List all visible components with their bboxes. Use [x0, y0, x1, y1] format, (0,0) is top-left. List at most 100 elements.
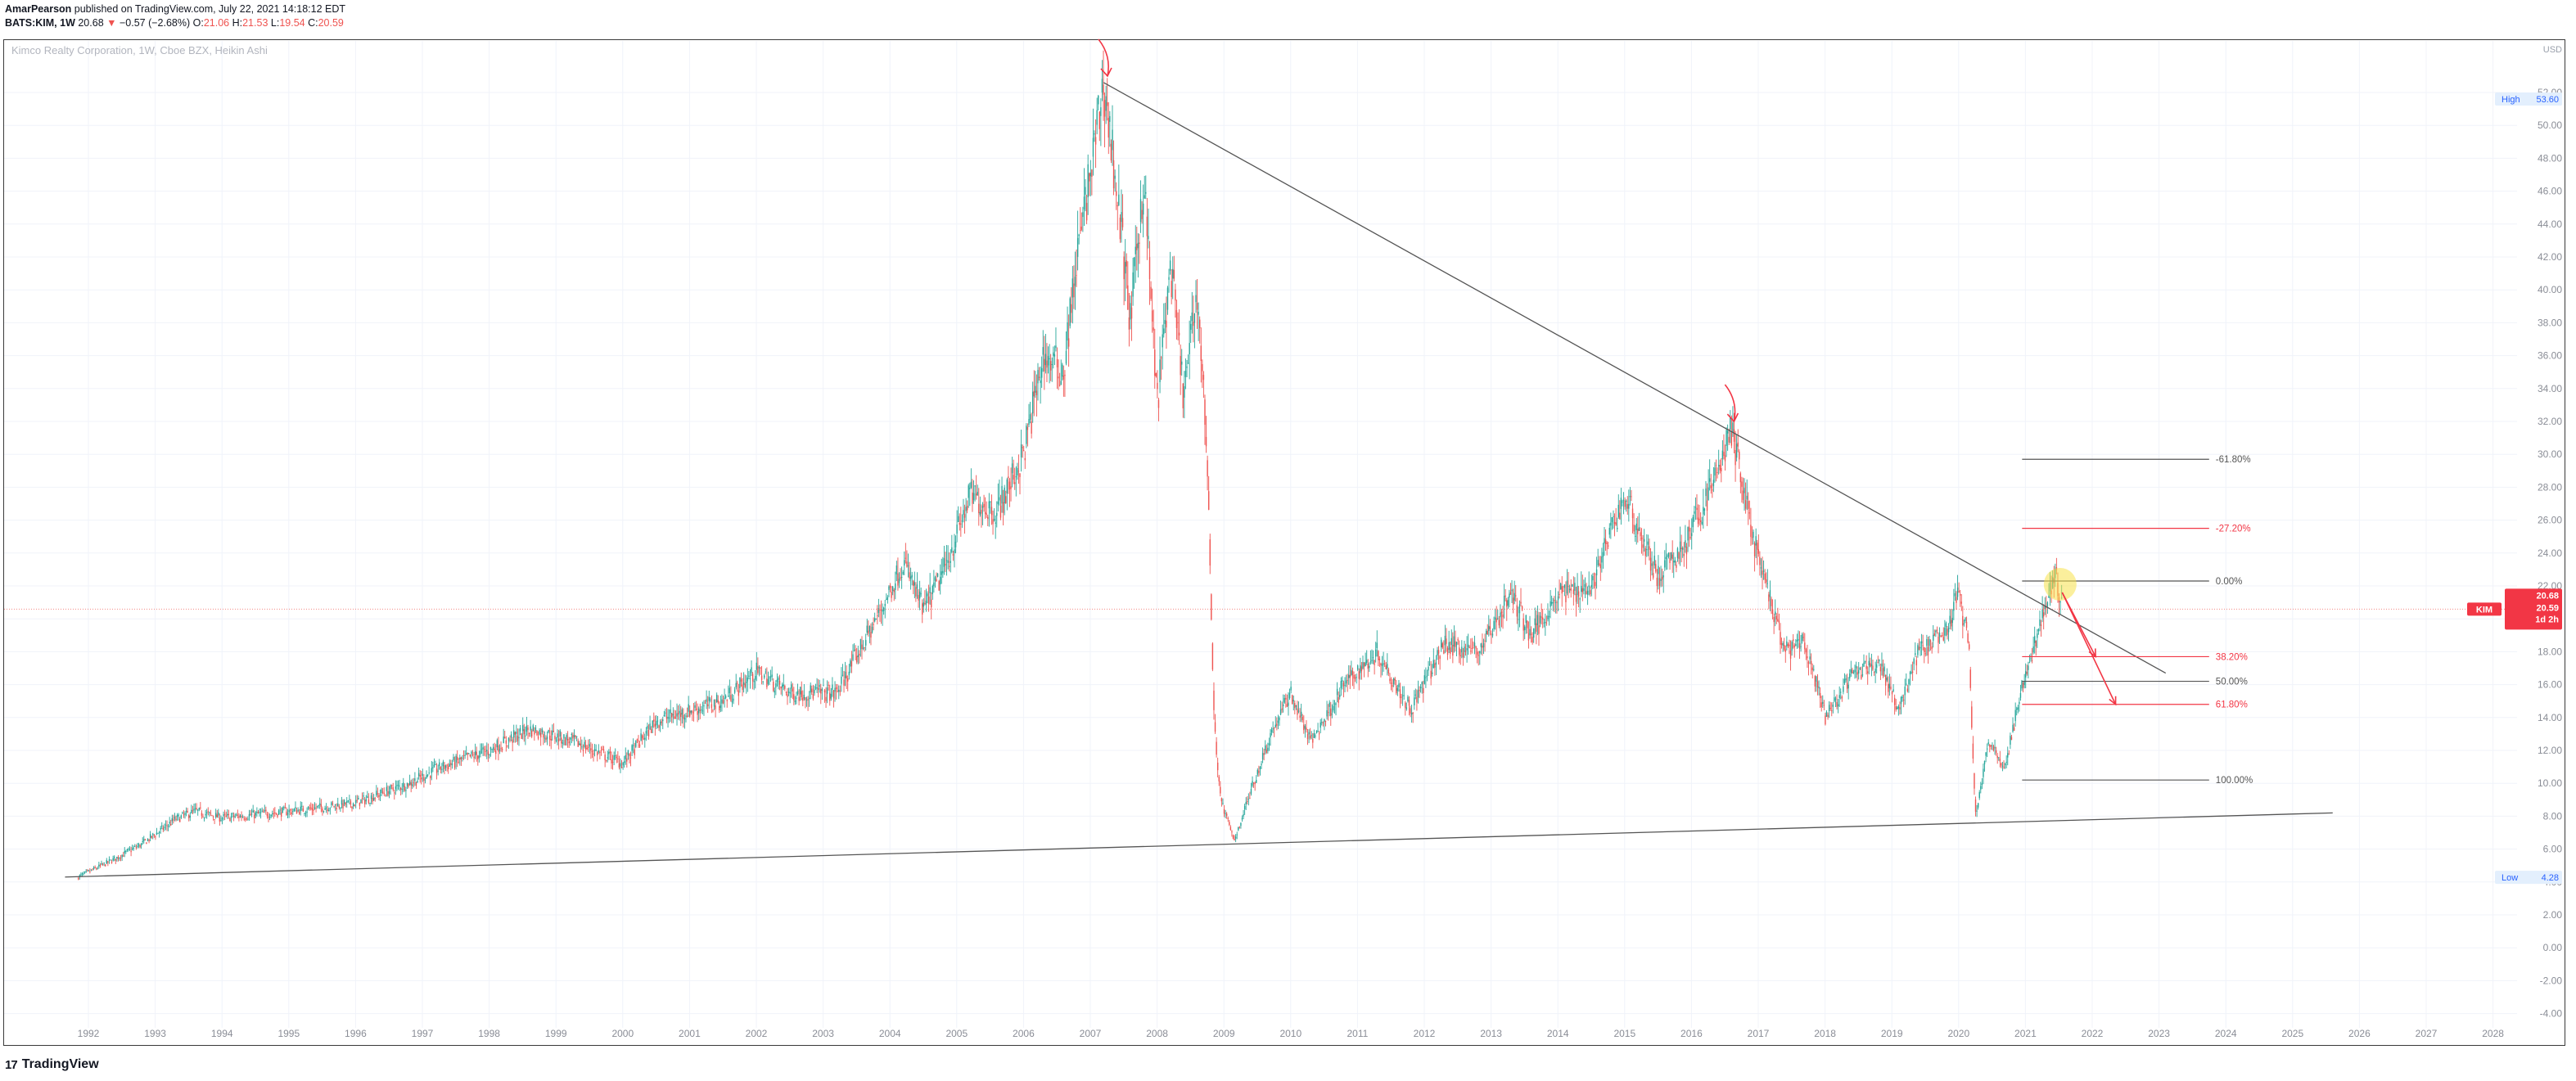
chart-frame[interactable] [3, 39, 2565, 1046]
candle-body [1277, 720, 1279, 723]
candle-body [1712, 480, 1715, 487]
candle-body [1933, 633, 1935, 636]
x-tick-label: 2009 [1213, 1028, 1235, 1039]
candle-body [1673, 561, 1675, 563]
candle-body [1969, 669, 1971, 688]
candle-body [367, 796, 368, 799]
candle-body [974, 485, 976, 487]
candle-body [1651, 563, 1653, 566]
candle-body [2033, 636, 2036, 643]
candle-body [1882, 668, 1884, 677]
y-tick-label: 28.00 [2538, 481, 2562, 493]
candle-body [586, 747, 588, 749]
x-tick-label: 1995 [277, 1028, 300, 1039]
candle-body [532, 725, 534, 732]
candle-body [346, 801, 348, 803]
candle-body [819, 685, 820, 687]
candle-body [223, 813, 226, 815]
candle-body [623, 761, 625, 763]
candle-body [149, 834, 151, 838]
candle-body [417, 772, 420, 777]
x-tick-label: 2028 [2482, 1028, 2504, 1039]
candle-body [1543, 622, 1545, 624]
candle-body [1662, 574, 1664, 578]
candle-body [704, 702, 706, 704]
candle-body [1430, 670, 1432, 679]
candle-body [1241, 818, 1243, 820]
candle-body [1439, 655, 1441, 660]
candle-body [518, 736, 520, 739]
candle-body [993, 519, 995, 521]
candle-body [219, 818, 221, 822]
x-tick-label: 2001 [679, 1028, 701, 1039]
candle-body [589, 744, 591, 747]
candle-body [1046, 360, 1048, 368]
candle-body [374, 797, 376, 799]
candle-body [548, 735, 551, 740]
candle-body [1078, 234, 1080, 236]
candle-body [1669, 557, 1671, 564]
candle-body [970, 481, 972, 488]
candle-body [449, 763, 450, 767]
candle-body [1107, 102, 1108, 106]
candle-body [1369, 661, 1372, 663]
candle-body [1380, 663, 1382, 665]
candle-body [282, 807, 283, 813]
candle-body [929, 587, 931, 594]
x-tick-label: 2006 [1013, 1028, 1035, 1039]
candle-body [1372, 657, 1374, 659]
candle-body [724, 696, 727, 698]
candle-body [643, 738, 644, 740]
candle-body [377, 793, 379, 795]
candle-body [1628, 503, 1630, 509]
candle-body [606, 760, 607, 762]
candle-body [568, 741, 570, 744]
candle-body [1615, 522, 1617, 525]
candle-body [1491, 633, 1494, 636]
candle-body [491, 749, 493, 750]
candle-body [1838, 695, 1840, 698]
candle-body [1757, 549, 1760, 554]
candle-body [469, 754, 471, 757]
candle-body [1891, 691, 1893, 695]
candle-body [349, 799, 350, 800]
symbol-badge-label: KIM [2476, 605, 2493, 615]
candle-body [1872, 665, 1874, 670]
candle-body [1324, 720, 1327, 722]
drawings: -61.80% -27.20% 0.00% 38.20% 50.00% 61.80% 100… [4, 38, 2505, 878]
fib-level-label: 38.20% [2216, 652, 2248, 662]
candle-body [1389, 678, 1391, 682]
open-label: O: [192, 17, 204, 29]
candle-body [897, 573, 899, 586]
candle-body [715, 694, 718, 702]
candle-body [1660, 579, 1662, 581]
candle-body [891, 586, 894, 592]
candle-body [513, 730, 515, 738]
candle-body [1798, 643, 1801, 650]
candle-body [1655, 564, 1657, 572]
candle-body [1547, 615, 1549, 619]
fib-level-label: 100.00% [2216, 776, 2253, 786]
candle-body [1216, 762, 1219, 771]
candle-body [1299, 715, 1301, 718]
candle-body [1110, 143, 1112, 161]
candle-body [859, 639, 862, 650]
candle-body [121, 854, 123, 858]
candle-body [435, 768, 438, 773]
fib-level-label: 0.00% [2216, 577, 2243, 587]
candle-body [156, 832, 158, 836]
candle-body [1261, 753, 1264, 760]
candle-body [1784, 649, 1786, 652]
candle-body [1619, 512, 1621, 520]
candle-body [1452, 644, 1454, 656]
candle-body [250, 813, 253, 815]
author-name[interactable]: AmarPearson [5, 3, 72, 15]
candle-body [510, 734, 512, 738]
candle-body [622, 762, 624, 766]
candle-body [877, 608, 880, 613]
candle-body [237, 814, 239, 816]
candle-body [1214, 722, 1216, 732]
candle-body [1345, 680, 1347, 684]
candle-body [545, 737, 547, 741]
